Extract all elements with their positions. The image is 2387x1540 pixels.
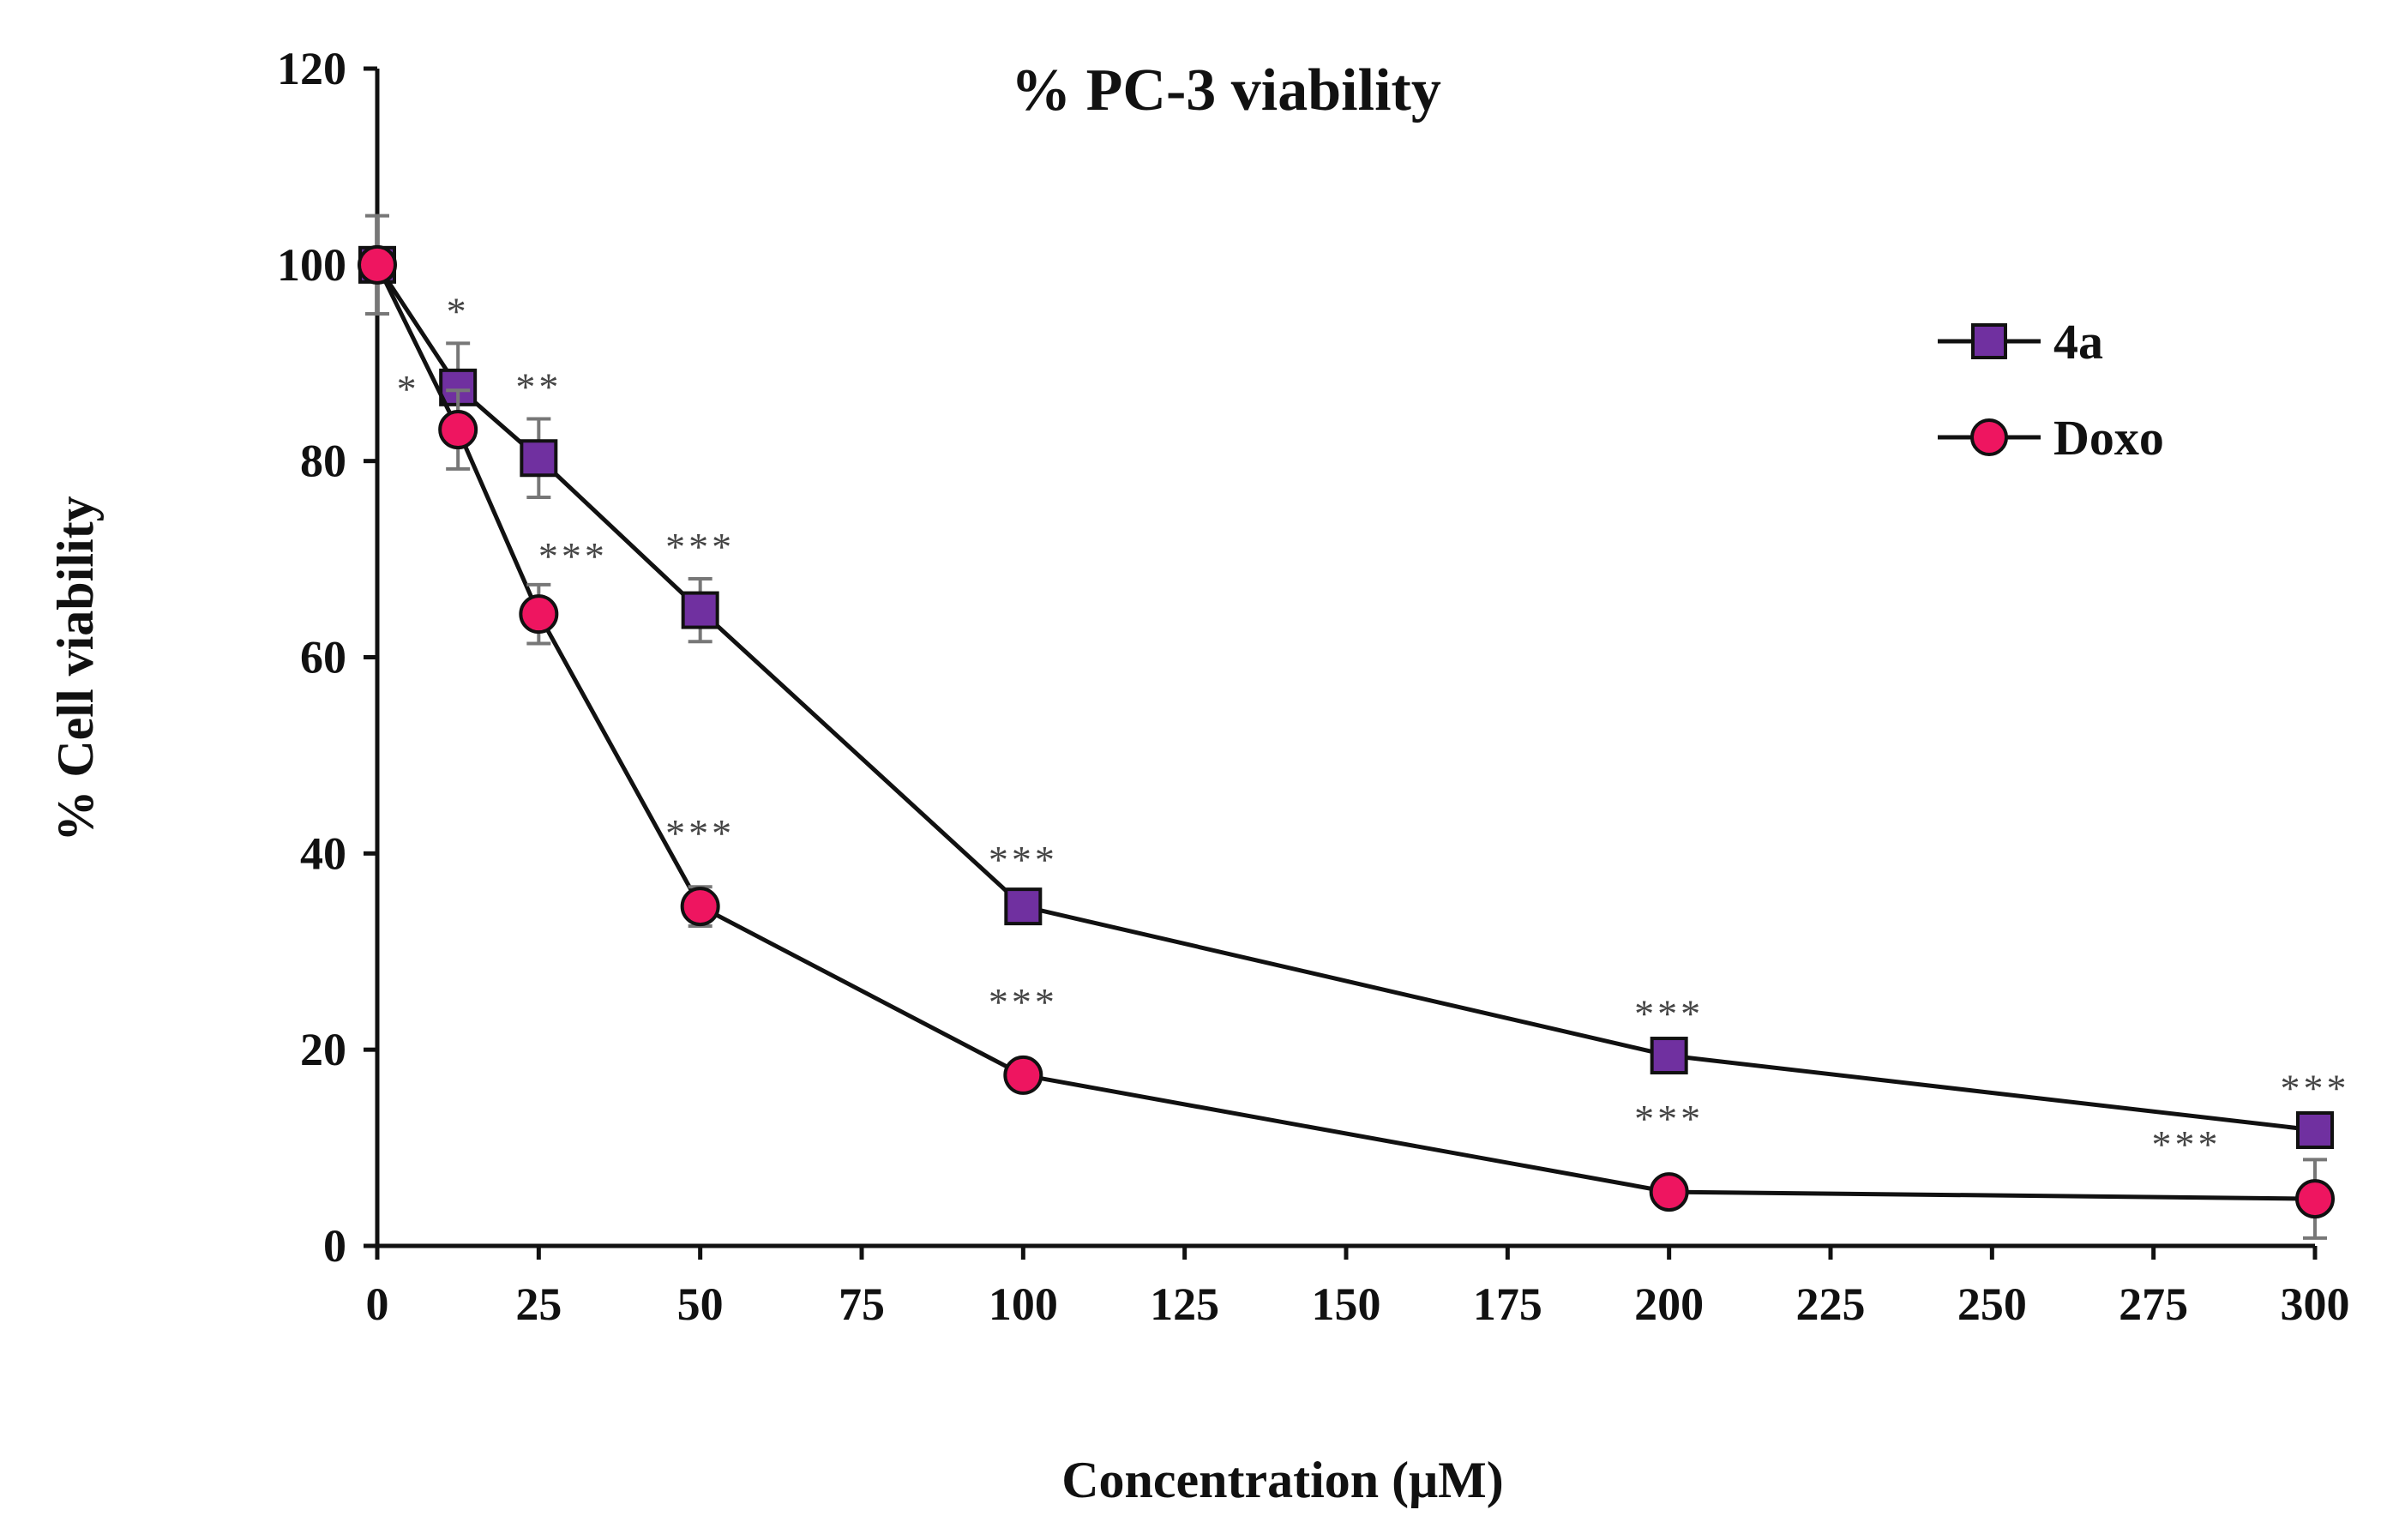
legend-marker-doxo <box>1970 418 2008 456</box>
y-axis-label: % Cell viability <box>47 496 104 841</box>
y-tick-label: 60 <box>300 632 346 683</box>
data-point-square <box>681 591 719 629</box>
data-point-square <box>2296 1110 2334 1149</box>
data-point-circle <box>358 244 397 285</box>
significance-label: *** <box>989 838 1058 881</box>
x-axis-label: Concentration (μM) <box>1061 1452 1504 1508</box>
axes: 0 20 40 60 80 100 120 0 25 50 75 100 125 150 175 200 225… <box>277 43 2350 1330</box>
significance-label: *** <box>2152 1122 2222 1166</box>
y-tick-label: 40 <box>300 827 346 879</box>
x-tick-label: 100 <box>989 1278 1058 1330</box>
y-tick-label: 20 <box>300 1024 346 1075</box>
legend-label-doxo: Doxo <box>2053 410 2164 466</box>
significance-label: *** <box>989 980 1058 1024</box>
x-tick-label: 150 <box>1312 1278 1381 1330</box>
significance-label: * <box>447 289 470 333</box>
x-tick-label: 125 <box>1150 1278 1219 1330</box>
legend-label-4a: 4a <box>2053 314 2103 370</box>
significance-label: *** <box>665 811 735 855</box>
significance-label: * <box>397 367 420 411</box>
y-tick-label: 0 <box>323 1220 346 1272</box>
series-doxo: **************** <box>358 244 2335 1240</box>
data-point-square <box>520 439 558 478</box>
series-4a: *************** <box>358 214 2350 1149</box>
significance-label: *** <box>1634 992 1704 1036</box>
y-tick-label: 100 <box>277 239 346 291</box>
x-tick-label: 75 <box>839 1278 885 1330</box>
chart-title: % PC-3 viability <box>1011 57 1441 123</box>
data-point-circle <box>519 594 559 635</box>
legend: 4a Doxo <box>1938 314 2164 466</box>
x-tick-label: 225 <box>1796 1278 1866 1330</box>
legend-marker-4a <box>1971 323 2007 359</box>
data-point-circle <box>2295 1179 2335 1219</box>
x-tick-label: 200 <box>1634 1278 1704 1330</box>
significance-label: *** <box>2281 1067 2350 1110</box>
data-point-circle <box>1649 1172 1689 1212</box>
series-line <box>375 263 2316 1133</box>
data-point-circle <box>680 887 720 927</box>
x-tick-label: 25 <box>515 1278 562 1330</box>
x-tick-label: 250 <box>1957 1278 2027 1330</box>
significance-label: *** <box>538 534 608 578</box>
data-point-square <box>1004 887 1043 926</box>
series-line <box>375 263 2316 1201</box>
y-tick-label: 80 <box>300 436 346 487</box>
data-point-square <box>1650 1037 1688 1075</box>
plot-area: ******************************* <box>358 214 2350 1240</box>
y-tick-label: 120 <box>277 43 346 94</box>
significance-label: *** <box>1634 1097 1704 1140</box>
data-point-circle <box>438 410 478 450</box>
significance-label: ** <box>515 364 562 408</box>
x-tick-label: 275 <box>2119 1278 2188 1330</box>
data-point-circle <box>1003 1055 1043 1095</box>
significance-label: *** <box>665 525 735 568</box>
x-tick-label: 50 <box>677 1278 724 1330</box>
x-tick-label: 175 <box>1473 1278 1542 1330</box>
x-tick-label: 300 <box>2281 1278 2350 1330</box>
x-tick-label: 0 <box>366 1278 389 1330</box>
